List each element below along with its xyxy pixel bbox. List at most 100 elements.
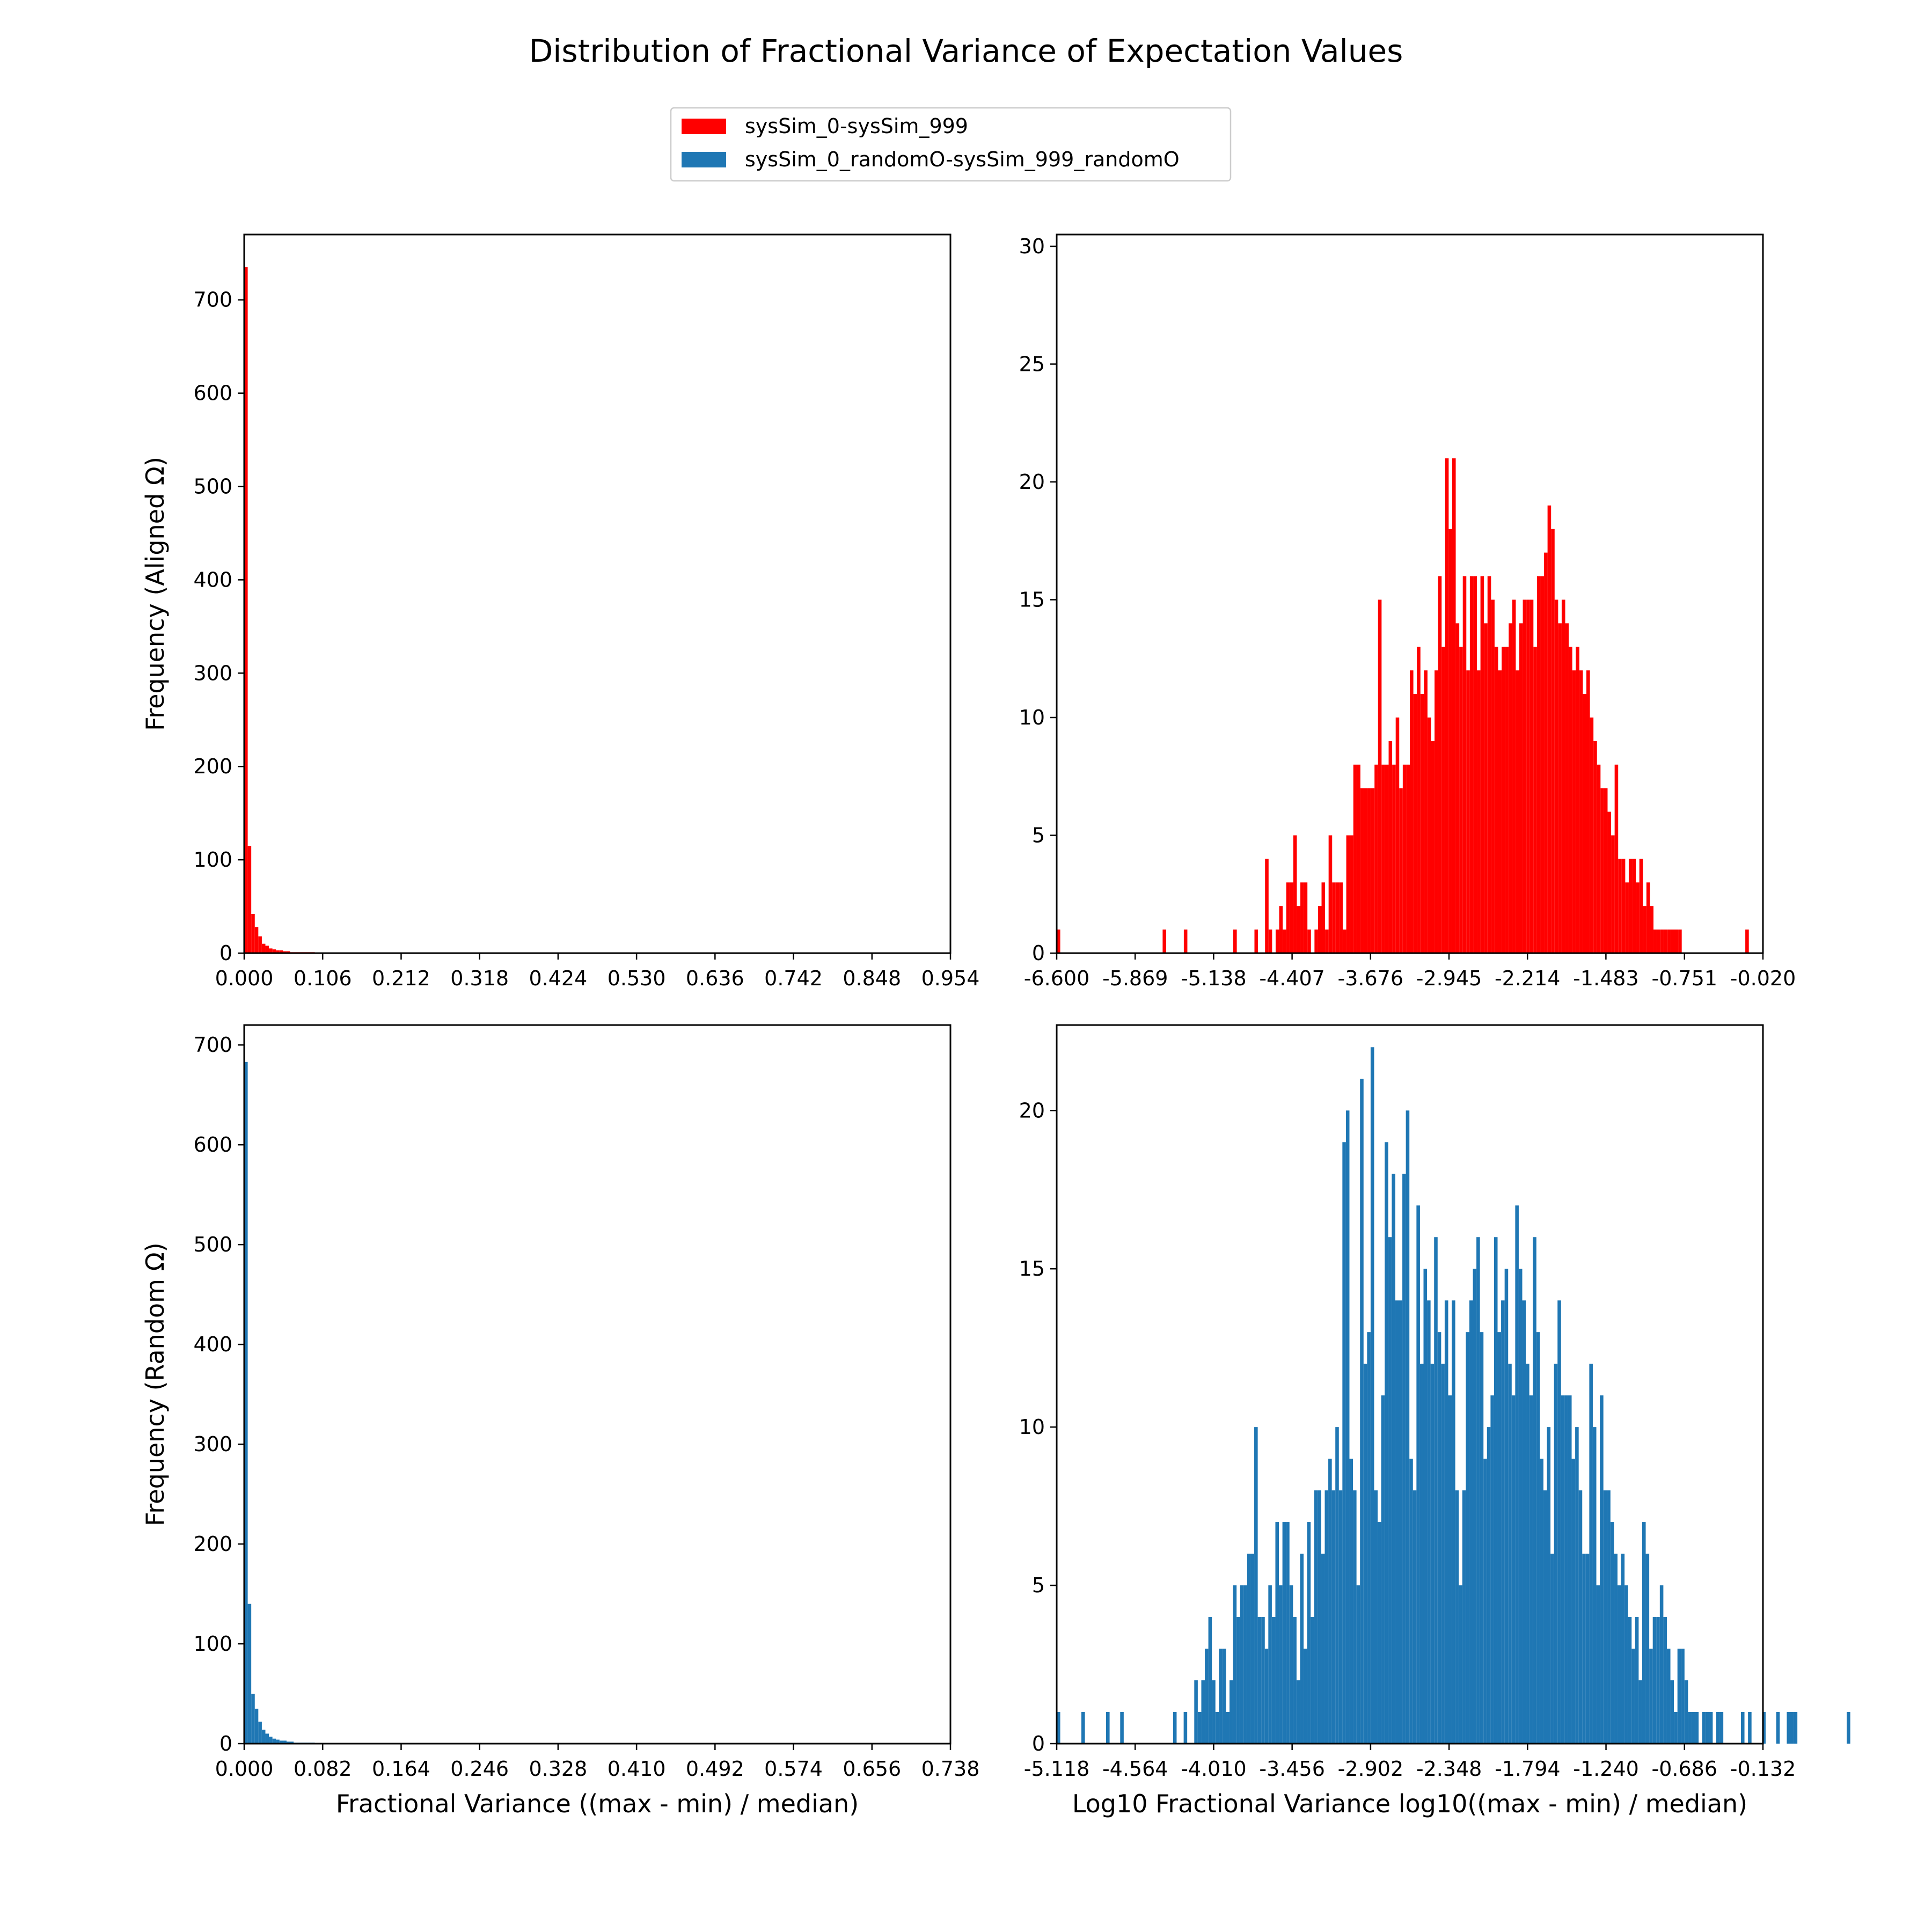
histogram-bar <box>269 948 273 953</box>
histogram-bar <box>1484 623 1488 953</box>
histogram-bar <box>1328 835 1333 953</box>
legend-frame <box>670 107 1232 182</box>
histogram-bar <box>1519 623 1523 953</box>
histogram-bar <box>1233 930 1237 953</box>
legend-swatch-random <box>682 152 726 167</box>
histogram-bar <box>1575 1427 1579 1744</box>
histogram-bar <box>1324 1490 1329 1744</box>
x-tick-label: -0.686 <box>1652 1757 1718 1781</box>
histogram-bar <box>1120 1712 1124 1744</box>
x-tick-label: -4.407 <box>1259 967 1325 990</box>
histogram-bar <box>1691 1712 1695 1744</box>
histogram-bar <box>1233 1585 1237 1744</box>
histogram-bar <box>1635 1617 1639 1744</box>
y-axis-label: Frequency (Aligned Ω) <box>141 457 170 731</box>
histogram-bar <box>1106 1712 1110 1744</box>
histogram-bar <box>1321 882 1326 953</box>
histogram-bar <box>1345 1110 1350 1744</box>
x-tick-label: 0.742 <box>764 967 823 990</box>
y-tick-label: 100 <box>193 1632 232 1656</box>
axes-frame <box>1056 233 1764 954</box>
y-tick-label: 400 <box>193 568 232 591</box>
histogram-bar <box>1462 1490 1466 1744</box>
histogram-bar <box>1399 788 1403 953</box>
histogram-bar <box>1293 835 1297 953</box>
histogram-bar <box>1057 1712 1060 1744</box>
x-tick-label: 0.424 <box>529 967 587 990</box>
histogram-bar <box>1254 1427 1258 1744</box>
histogram-bar <box>1194 1680 1198 1744</box>
x-tick-label: -4.564 <box>1102 1757 1168 1781</box>
histogram-bar <box>1240 1585 1244 1744</box>
histogram-bar <box>1523 599 1527 953</box>
histogram-bar <box>265 946 269 953</box>
histogram-bar <box>1554 599 1558 953</box>
x-tick-label: 0.164 <box>372 1757 430 1781</box>
histogram-bar <box>1550 1554 1554 1744</box>
histogram-bar <box>1526 599 1530 953</box>
histogram-bar <box>1297 906 1301 953</box>
histogram-bar <box>1617 1585 1621 1744</box>
y-tick-label: 5 <box>1032 823 1045 847</box>
histogram-bar <box>1367 788 1371 953</box>
histogram-bar <box>1293 1617 1297 1744</box>
y-tick-label: 0 <box>1032 941 1045 965</box>
histogram-bar <box>1610 1522 1614 1744</box>
histogram-bar <box>1438 576 1442 953</box>
x-tick-label: -6.600 <box>1024 967 1090 990</box>
histogram-bar <box>1621 859 1626 953</box>
histogram-bar <box>1452 458 1456 953</box>
histogram-bar <box>1681 1649 1685 1744</box>
x-tick-label: -0.020 <box>1730 967 1796 990</box>
x-tick-label: 0.106 <box>294 967 352 990</box>
histogram-bar <box>1671 930 1675 953</box>
histogram-bar <box>1271 1617 1276 1744</box>
histogram-bar <box>1533 1237 1536 1744</box>
y-tick-label: 600 <box>193 1133 232 1157</box>
histogram-bar <box>1476 1237 1480 1744</box>
histogram-bar <box>1388 741 1393 953</box>
histogram-bar <box>1607 811 1612 953</box>
y-tick-label: 15 <box>1019 588 1045 611</box>
histogram-bar <box>1501 1300 1505 1744</box>
histogram-bar <box>1611 835 1615 953</box>
y-tick-label: 300 <box>193 661 232 685</box>
histogram-bar <box>1543 1490 1547 1744</box>
histogram-bar <box>1660 930 1664 953</box>
histogram-bar <box>1356 1585 1360 1744</box>
x-tick-label: -2.902 <box>1338 1757 1404 1781</box>
histogram-bar <box>1307 1522 1311 1744</box>
x-tick-label: 0.000 <box>215 1757 274 1781</box>
histogram-bar <box>1645 1554 1650 1744</box>
histogram-bar <box>1367 1332 1371 1744</box>
histogram-bar <box>279 1740 283 1744</box>
histogram-bar <box>1197 1712 1202 1744</box>
histogram-bar <box>1674 930 1679 953</box>
histogram-bar <box>1268 930 1272 953</box>
histogram-bar <box>1162 930 1166 953</box>
bars-top-right <box>1057 458 1749 953</box>
histogram-bar <box>1583 694 1586 953</box>
histogram-bar <box>247 1604 252 1744</box>
histogram-bar <box>1342 1142 1346 1744</box>
histogram-bar <box>1236 1617 1240 1744</box>
histogram-bar <box>1625 882 1629 953</box>
histogram-bar <box>1642 1522 1646 1744</box>
histogram-bar <box>1279 906 1283 953</box>
x-tick-label: 0.492 <box>686 1757 744 1781</box>
histogram-bar <box>1378 1522 1381 1744</box>
subplot-top-left: 0.000 0.106 0.212 0.318 0.424 0.530 0.636 0.742… <box>141 233 979 990</box>
histogram-bar <box>1614 1554 1618 1744</box>
histogram-bar <box>258 1722 262 1744</box>
legend-label-aligned: sysSim_0-sysSim_999 <box>745 114 968 138</box>
histogram-bar <box>1243 1585 1247 1744</box>
histogram-bar <box>1325 930 1329 953</box>
histogram-bar <box>1564 1395 1568 1744</box>
histogram-bar <box>1419 1364 1424 1744</box>
histogram-bar <box>1585 1554 1590 1744</box>
x-tick-label: -4.010 <box>1181 1757 1247 1781</box>
bars-bottom-right <box>1057 1047 1850 1744</box>
histogram-bar <box>1275 1522 1279 1744</box>
histogram-bar <box>1378 599 1382 953</box>
histogram-bar <box>1431 741 1435 953</box>
